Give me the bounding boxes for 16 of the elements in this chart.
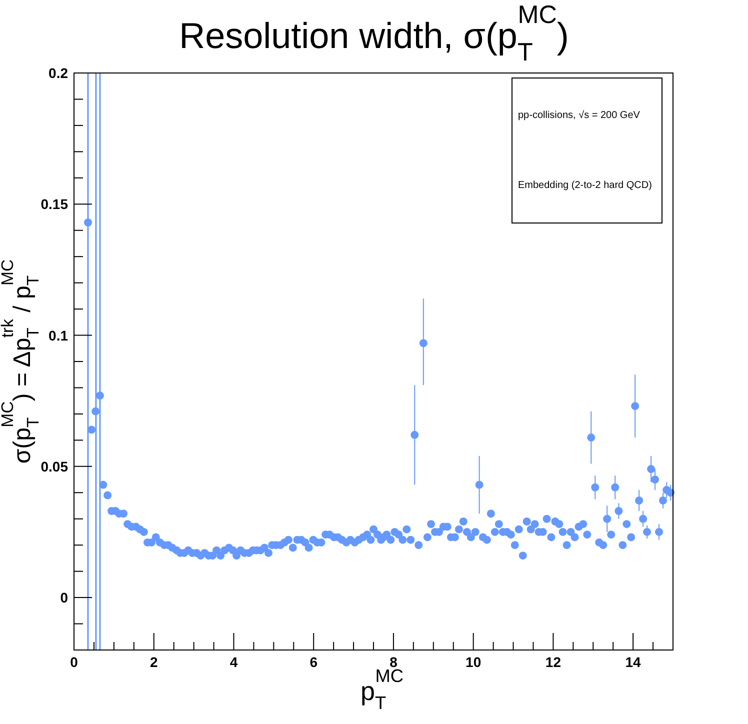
y-tick-label: 0 xyxy=(60,590,68,606)
x-tick-label: 6 xyxy=(310,654,318,670)
x-tick-label: 4 xyxy=(230,654,238,670)
chart-title: Resolution width, σ(p$_{T}$$^{MC}$) xyxy=(179,0,569,67)
y-tick-label: 0.15 xyxy=(40,196,68,212)
y-tick-label: 0.1 xyxy=(48,327,68,344)
y-tick-label: 0.05 xyxy=(40,458,68,474)
annotation: Embedding (2-to-2 hard QCD) xyxy=(518,180,652,191)
x-tick-label: 2 xyxy=(150,654,158,670)
annotation: pp-collisions, √s = 200 GeV xyxy=(518,110,640,121)
x-tick-label: 0 xyxy=(70,654,78,670)
x-tick-label: 8 xyxy=(390,654,398,670)
y-tick-label: 0.2 xyxy=(48,65,68,81)
x-tick-label: 14 xyxy=(625,654,642,670)
x-tick-label: 12 xyxy=(545,654,562,670)
x-tick-label: 10 xyxy=(466,654,482,670)
